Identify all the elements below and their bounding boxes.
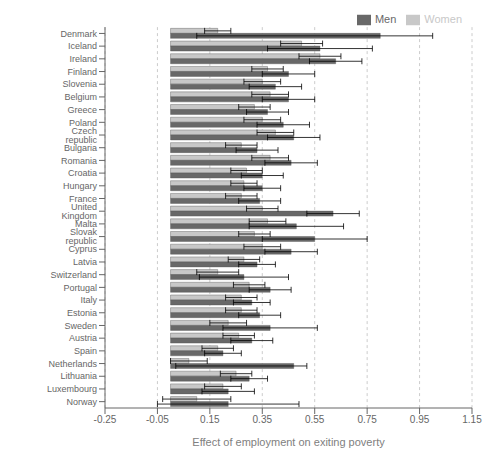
- svg-text:Norway: Norway: [66, 397, 97, 407]
- svg-text:Italy: Italy: [80, 295, 97, 305]
- svg-text:UnitedKingdom: UnitedKingdom: [61, 202, 97, 221]
- svg-text:Czechrepublic: Czechrepublic: [65, 126, 97, 145]
- svg-text:Portugal: Portugal: [63, 283, 97, 293]
- svg-text:Romania: Romania: [61, 156, 97, 166]
- svg-text:Latvia: Latvia: [73, 257, 97, 267]
- svg-text:Effect of employment on exitin: Effect of employment on exiting poverty: [192, 436, 385, 448]
- svg-text:Estonia: Estonia: [67, 308, 97, 318]
- svg-text:Cyprus: Cyprus: [68, 244, 97, 254]
- svg-text:Lithuania: Lithuania: [60, 371, 97, 381]
- svg-text:Sweden: Sweden: [64, 321, 97, 331]
- svg-text:France: France: [69, 193, 97, 204]
- svg-text:-0.05: -0.05: [146, 414, 169, 425]
- svg-text:0.75: 0.75: [357, 414, 377, 425]
- svg-text:Austria: Austria: [69, 333, 97, 343]
- svg-text:Poland: Poland: [69, 117, 97, 128]
- svg-text:0.95: 0.95: [410, 414, 430, 425]
- html-text:Men: Men: [374, 13, 397, 25]
- svg-text:Belgium: Belgium: [64, 92, 97, 102]
- svg-text:Croatia: Croatia: [68, 168, 97, 178]
- svg-text:0.15: 0.15: [200, 414, 220, 425]
- svg-text:Denmark: Denmark: [60, 29, 97, 39]
- svg-text:Luxembourg: Luxembourg: [47, 384, 97, 394]
- svg-text:1.15: 1.15: [462, 414, 482, 425]
- svg-text:Bulgaria: Bulgaria: [64, 143, 97, 153]
- svg-text:Greece: Greece: [67, 105, 97, 115]
- svg-text:Malta: Malta: [75, 219, 97, 230]
- svg-text:-0.25: -0.25: [94, 414, 117, 425]
- svg-text:Ireland: Ireland: [69, 54, 97, 64]
- html-text:Women: Women: [424, 13, 462, 25]
- svg-text:Slovakrepublic: Slovakrepublic: [65, 227, 97, 246]
- svg-text:Finland: Finland: [67, 67, 97, 77]
- svg-text:Iceland: Iceland: [68, 41, 97, 51]
- svg-text:0.35: 0.35: [253, 414, 273, 425]
- svg-text:Netherlands: Netherlands: [48, 359, 97, 369]
- svg-text:Hungary: Hungary: [63, 181, 98, 191]
- svg-text:Switzerland: Switzerland: [50, 270, 97, 280]
- svg-text:Slovenia: Slovenia: [62, 79, 97, 89]
- svg-text:0.55: 0.55: [305, 414, 325, 425]
- svg-text:Spain: Spain: [74, 346, 97, 356]
